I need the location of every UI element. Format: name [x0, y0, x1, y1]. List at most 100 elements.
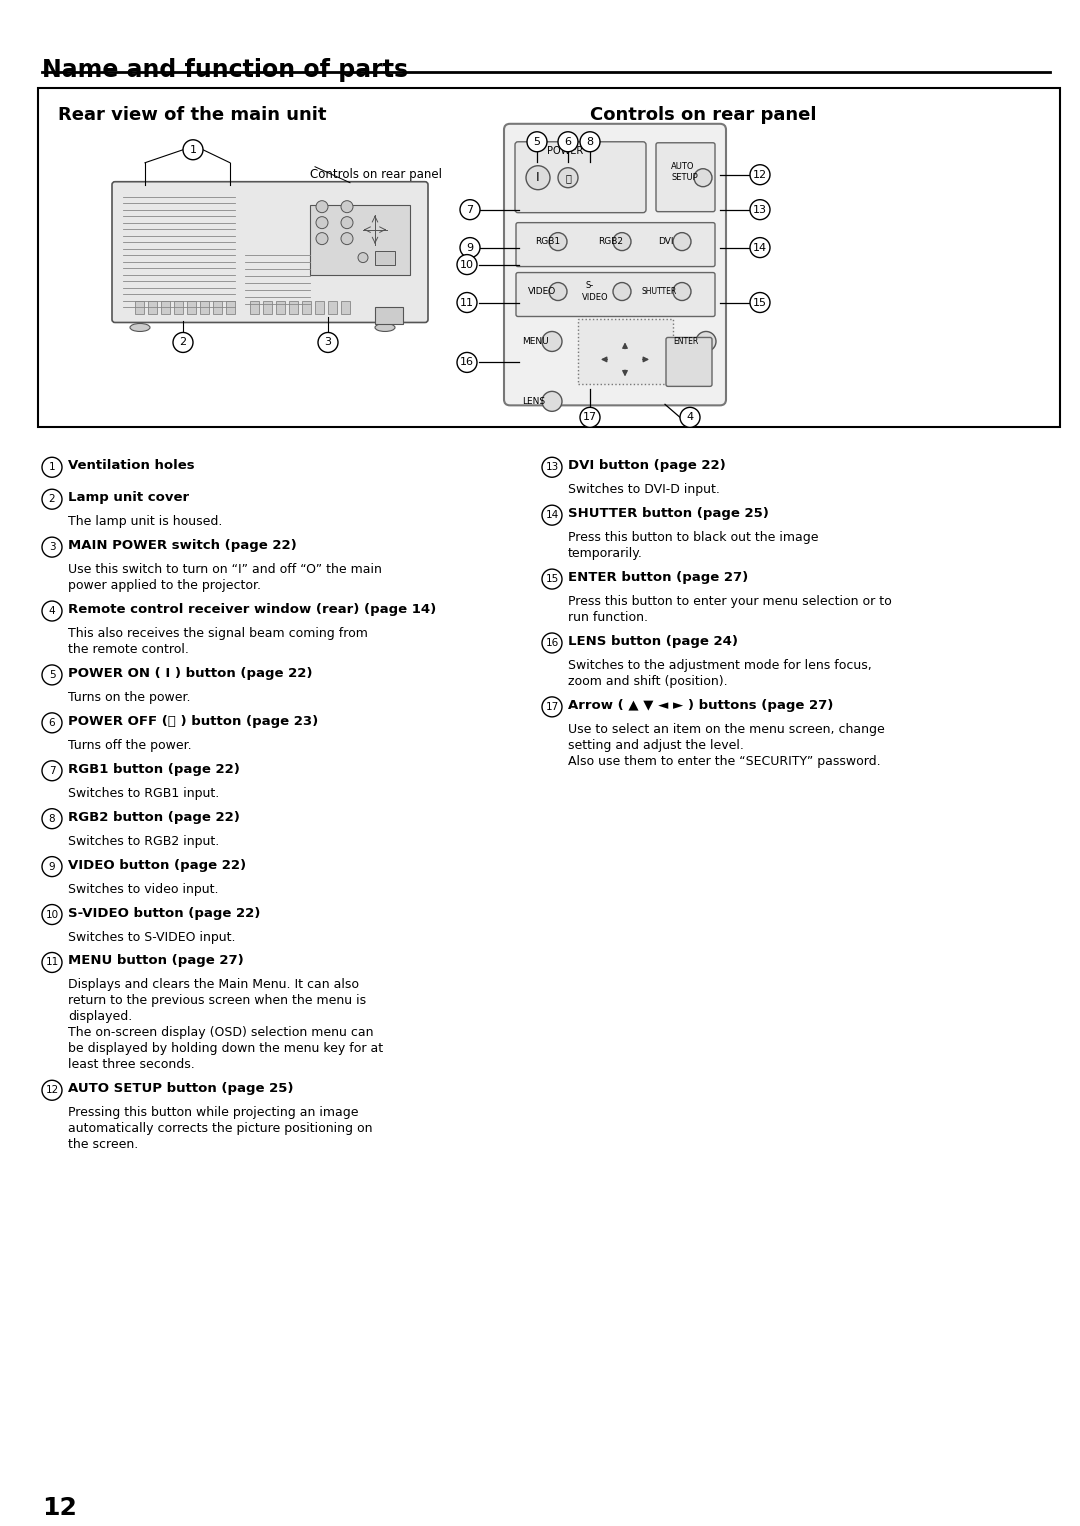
Text: S-VIDEO button (page 22): S-VIDEO button (page 22) — [68, 906, 260, 920]
Circle shape — [42, 601, 62, 621]
Text: ENTER button (page 27): ENTER button (page 27) — [568, 571, 748, 584]
Text: VIDEO: VIDEO — [528, 287, 556, 296]
Text: Name and function of parts: Name and function of parts — [42, 58, 408, 82]
FancyBboxPatch shape — [516, 273, 715, 316]
Text: Lamp unit cover: Lamp unit cover — [68, 491, 189, 504]
Circle shape — [750, 200, 770, 220]
FancyBboxPatch shape — [375, 307, 403, 325]
Text: 1: 1 — [189, 145, 197, 154]
Circle shape — [357, 253, 368, 262]
FancyBboxPatch shape — [515, 142, 646, 212]
Text: 2: 2 — [49, 494, 55, 504]
Text: 5: 5 — [534, 137, 540, 146]
Text: RGB2 button (page 22): RGB2 button (page 22) — [68, 810, 240, 824]
Text: Rear view of the main unit: Rear view of the main unit — [58, 105, 326, 124]
Text: 7: 7 — [467, 204, 473, 215]
Text: Controls on rear panel: Controls on rear panel — [590, 105, 816, 124]
Text: 13: 13 — [545, 462, 558, 472]
Text: 3: 3 — [49, 542, 55, 552]
Circle shape — [460, 238, 480, 258]
FancyBboxPatch shape — [289, 301, 298, 314]
Text: 8: 8 — [586, 137, 594, 146]
Text: automatically corrects the picture positioning on: automatically corrects the picture posit… — [68, 1122, 373, 1135]
Circle shape — [316, 201, 328, 212]
FancyBboxPatch shape — [226, 301, 235, 314]
Text: 9: 9 — [467, 243, 473, 253]
Text: 7: 7 — [49, 766, 55, 775]
Text: temporarily.: temporarily. — [568, 548, 643, 560]
Text: POWER ON ( I ) button (page 22): POWER ON ( I ) button (page 22) — [68, 667, 312, 681]
Text: The lamp unit is housed.: The lamp unit is housed. — [68, 516, 222, 528]
Text: power applied to the projector.: power applied to the projector. — [68, 578, 261, 592]
Text: 12: 12 — [753, 169, 767, 180]
Text: Remote control receiver window (rear) (page 14): Remote control receiver window (rear) (p… — [68, 603, 436, 617]
Circle shape — [457, 255, 477, 275]
Circle shape — [457, 293, 477, 313]
Text: 15: 15 — [545, 574, 558, 584]
Circle shape — [42, 1080, 62, 1100]
Text: ⏻: ⏻ — [565, 172, 571, 183]
Circle shape — [42, 665, 62, 685]
Circle shape — [694, 169, 712, 186]
Circle shape — [42, 458, 62, 478]
FancyBboxPatch shape — [276, 301, 285, 314]
Text: return to the previous screen when the menu is: return to the previous screen when the m… — [68, 995, 366, 1007]
Text: Displays and clears the Main Menu. It can also: Displays and clears the Main Menu. It ca… — [68, 978, 359, 992]
Circle shape — [549, 232, 567, 250]
Text: 16: 16 — [545, 638, 558, 649]
Text: Switches to the adjustment mode for lens focus,: Switches to the adjustment mode for lens… — [568, 659, 872, 671]
Text: 17: 17 — [583, 412, 597, 423]
Text: LENS: LENS — [522, 397, 545, 406]
Text: VIDEO button (page 22): VIDEO button (page 22) — [68, 859, 246, 871]
Circle shape — [183, 140, 203, 160]
Text: AUTO
SETUP: AUTO SETUP — [671, 162, 698, 182]
FancyBboxPatch shape — [213, 301, 222, 314]
Text: 6: 6 — [49, 717, 55, 728]
Circle shape — [613, 232, 631, 250]
FancyBboxPatch shape — [112, 182, 428, 322]
Text: 13: 13 — [753, 204, 767, 215]
Circle shape — [673, 232, 691, 250]
Circle shape — [42, 856, 62, 876]
Text: Use this switch to turn on “I” and off “O” the main: Use this switch to turn on “I” and off “… — [68, 563, 382, 577]
Text: the remote control.: the remote control. — [68, 642, 189, 656]
Text: 11: 11 — [460, 298, 474, 308]
Circle shape — [613, 282, 631, 301]
Text: 8: 8 — [49, 813, 55, 824]
Text: the screen.: the screen. — [68, 1138, 138, 1151]
Text: AUTO SETUP button (page 25): AUTO SETUP button (page 25) — [68, 1082, 294, 1096]
Circle shape — [42, 952, 62, 972]
Circle shape — [460, 200, 480, 220]
FancyBboxPatch shape — [302, 301, 311, 314]
Circle shape — [696, 331, 716, 351]
Circle shape — [42, 490, 62, 510]
Text: Ventilation holes: Ventilation holes — [68, 459, 194, 472]
Text: POWER OFF (⏻ ) button (page 23): POWER OFF (⏻ ) button (page 23) — [68, 714, 319, 728]
FancyBboxPatch shape — [148, 301, 157, 314]
Text: 3: 3 — [324, 337, 332, 348]
Circle shape — [750, 293, 770, 313]
Ellipse shape — [130, 324, 150, 331]
Text: Switches to video input.: Switches to video input. — [68, 882, 218, 896]
FancyBboxPatch shape — [310, 204, 410, 275]
Text: 5: 5 — [49, 670, 55, 681]
Text: ENTER: ENTER — [673, 337, 699, 346]
FancyBboxPatch shape — [516, 223, 715, 267]
Text: I: I — [536, 171, 540, 185]
Circle shape — [42, 713, 62, 732]
Circle shape — [580, 407, 600, 427]
Circle shape — [750, 165, 770, 185]
Text: Switches to DVI-D input.: Switches to DVI-D input. — [568, 484, 720, 496]
Text: 15: 15 — [753, 298, 767, 308]
Circle shape — [42, 905, 62, 925]
Text: 14: 14 — [753, 243, 767, 253]
Circle shape — [558, 168, 578, 188]
Circle shape — [542, 331, 562, 351]
Text: Arrow ( ▲ ▼ ◄ ► ) buttons (page 27): Arrow ( ▲ ▼ ◄ ► ) buttons (page 27) — [568, 699, 834, 713]
Circle shape — [542, 458, 562, 478]
FancyBboxPatch shape — [200, 301, 210, 314]
FancyBboxPatch shape — [578, 319, 673, 385]
Text: 2: 2 — [179, 337, 187, 348]
Circle shape — [173, 333, 193, 353]
FancyBboxPatch shape — [264, 301, 272, 314]
